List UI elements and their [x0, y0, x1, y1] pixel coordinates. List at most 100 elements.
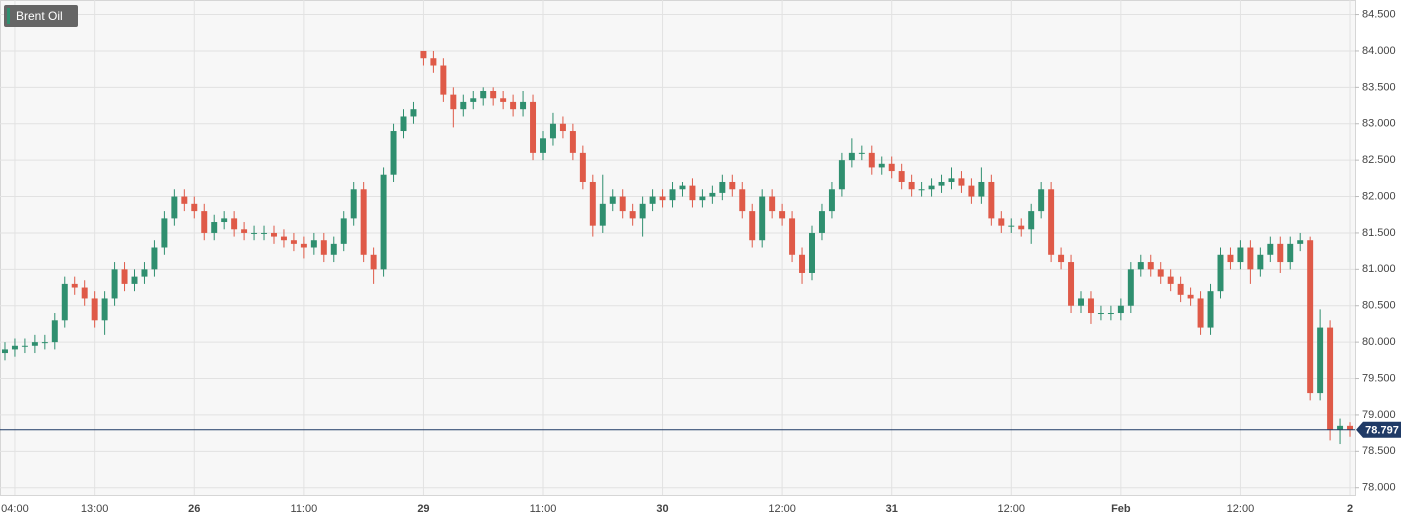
- candle-body: [31, 342, 38, 346]
- candle-body: [579, 152, 586, 182]
- y-tick-label: 81.000: [1362, 263, 1396, 275]
- candle-body: [340, 218, 347, 244]
- candle-body: [948, 178, 955, 182]
- candle-body: [540, 138, 546, 153]
- candle-body: [141, 269, 148, 277]
- candle-body: [470, 98, 477, 102]
- y-tick-label: 83.500: [1362, 81, 1396, 93]
- candle-body: [111, 269, 118, 299]
- x-tick-label: 2: [1347, 503, 1353, 515]
- candle-body: [709, 192, 716, 197]
- candle-body: [261, 232, 268, 234]
- y-tick-label: 80.000: [1362, 336, 1396, 348]
- candle-body: [290, 240, 297, 244]
- candle-body: [699, 196, 706, 201]
- candle-body: [430, 58, 437, 66]
- candle-body: [1277, 243, 1284, 263]
- candle-body: [1297, 240, 1304, 244]
- candle-body: [520, 101, 527, 110]
- y-tick-label: 79.000: [1362, 409, 1396, 421]
- candle-body: [81, 287, 88, 299]
- candle-body: [818, 211, 825, 233]
- candle-body: [21, 345, 28, 347]
- last-price-badge: [1356, 421, 1401, 438]
- candle-body: [619, 196, 626, 212]
- candle-body: [350, 189, 357, 219]
- candle-body: [1, 349, 8, 354]
- candle-body: [938, 181, 945, 186]
- candle-body: [1107, 313, 1114, 315]
- candle-body: [1078, 298, 1084, 306]
- candle-body: [1177, 283, 1184, 295]
- candle-body: [639, 203, 646, 219]
- y-tick-label: 84.000: [1362, 45, 1396, 57]
- x-tick-label: 11:00: [291, 503, 318, 515]
- candle-body: [1347, 425, 1354, 430]
- candle-body: [101, 298, 108, 321]
- candle-body: [629, 211, 636, 219]
- candle-body: [559, 123, 566, 132]
- candle-body: [420, 50, 427, 59]
- candle-body: [1018, 225, 1025, 230]
- candle-body: [1197, 298, 1204, 328]
- candle-body: [131, 276, 138, 284]
- badge-swatch: [7, 8, 10, 24]
- candle-body: [380, 174, 387, 270]
- candle-body: [300, 243, 307, 248]
- candle-body: [649, 196, 656, 204]
- candle-body: [51, 320, 58, 343]
- overlay: 78.000 78.500 79.000 79.500 80.000 80.500 81.0…: [0, 8, 1401, 515]
- candle-body: [569, 131, 576, 153]
- candle-body: [1028, 211, 1035, 230]
- candle-body: [71, 283, 78, 288]
- candle-body: [161, 218, 168, 248]
- candle-body: [1097, 313, 1104, 315]
- candle-body: [251, 232, 258, 234]
- candle-body: [1008, 225, 1015, 227]
- candle-body: [211, 222, 218, 233]
- candle-body: [589, 181, 596, 226]
- candle-body: [1157, 269, 1164, 277]
- candle-body: [719, 181, 726, 193]
- candle-body: [440, 65, 447, 95]
- candle-body: [1087, 298, 1094, 314]
- candle-body: [1267, 243, 1274, 255]
- candle-body: [769, 196, 776, 212]
- candle-body: [201, 211, 208, 233]
- x-tick-label: 12:00: [1227, 503, 1255, 515]
- x-tick-label: 13:00: [81, 503, 109, 515]
- candle-body: [330, 243, 337, 255]
- y-tick-label: 78.000: [1362, 482, 1396, 494]
- candle-body: [858, 152, 865, 154]
- candle-body: [1137, 262, 1144, 270]
- candle-body: [181, 196, 188, 204]
- badge-bg: [4, 5, 78, 27]
- candle-body: [689, 185, 696, 201]
- candle-body: [1048, 189, 1055, 255]
- candle-body: [460, 101, 467, 110]
- legend-badge: Brent Oil: [4, 5, 78, 27]
- candle-body: [400, 116, 407, 132]
- y-tick-label: 82.000: [1362, 190, 1396, 202]
- candle-body: [609, 196, 616, 204]
- x-tick-label: 26: [188, 503, 200, 515]
- x-tick-label: 12:00: [998, 503, 1026, 515]
- candle-body: [1127, 269, 1134, 306]
- candle-body: [231, 218, 238, 230]
- candle-body: [490, 90, 497, 99]
- candle-body: [888, 163, 895, 172]
- last-price-label: 78.797: [1365, 425, 1399, 437]
- candle-body: [410, 109, 417, 117]
- x-tick-label: Feb: [1111, 503, 1131, 515]
- x-tick-label: 12:00: [768, 503, 796, 515]
- candle-body: [1038, 189, 1045, 212]
- candle-body: [1117, 305, 1124, 314]
- candle-body: [121, 269, 128, 284]
- candle-body: [749, 211, 756, 241]
- candle-body: [320, 240, 327, 255]
- candle-body: [390, 131, 397, 175]
- candle-body: [1257, 254, 1264, 270]
- candle-body: [918, 189, 925, 191]
- candle-body: [1287, 243, 1294, 263]
